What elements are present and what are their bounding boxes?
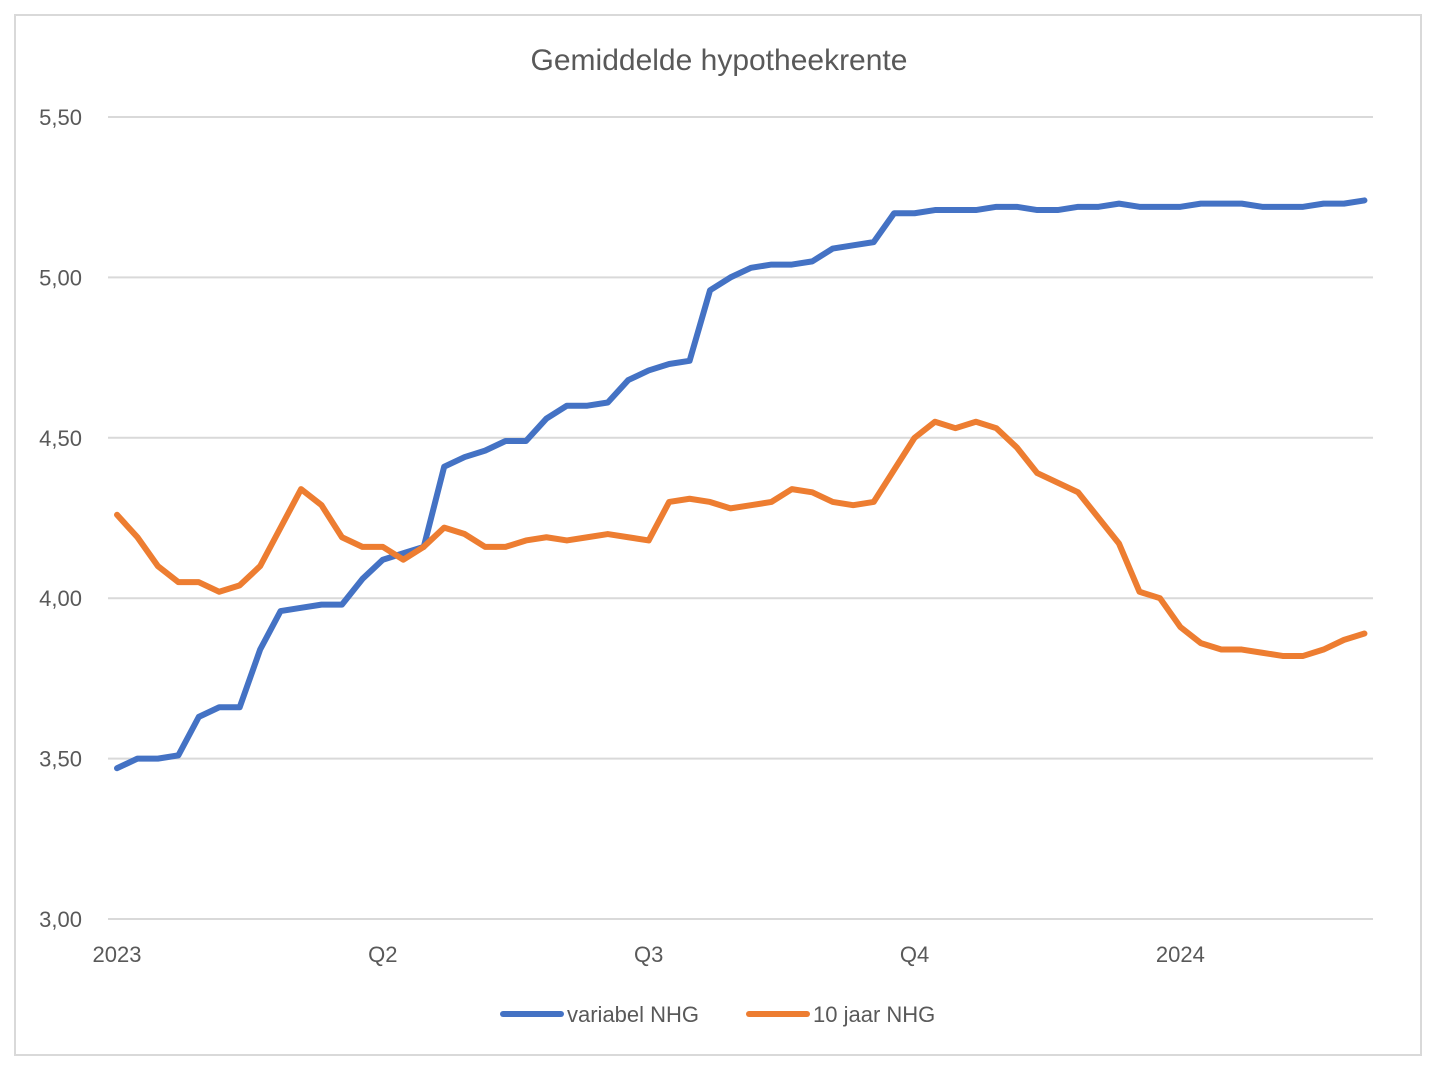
x-tick-label: Q4 (900, 942, 929, 967)
legend-label: 10 jaar NHG (813, 1002, 935, 1027)
series-layer (114, 197, 1368, 772)
y-tick-label: 3,00 (39, 907, 82, 932)
legend: variabel NHG 10 jaar NHG (500, 1002, 935, 1027)
y-tick-label: 3,50 (39, 747, 82, 772)
y-axis-ticks: 3,00 3,50 4,00 4,50 5,00 5,50 (39, 105, 82, 932)
chart-title: Gemiddelde hypotheekrente (531, 44, 908, 77)
x-tick-label: Q2 (368, 942, 397, 967)
y-tick-label: 5,00 (39, 265, 82, 290)
x-tick-label: Q3 (634, 942, 663, 967)
y-tick-label: 4,00 (39, 586, 82, 611)
series-line-variabel-nhg (114, 197, 1368, 772)
x-tick-label: 2024 (1156, 942, 1205, 967)
series-line-10-jaar-nhg (114, 418, 1368, 659)
x-tick-label: 2023 (93, 942, 142, 967)
chart-frame (14, 14, 1422, 1056)
legend-label: variabel NHG (567, 1002, 699, 1027)
x-axis-ticks: 2023 Q2 Q3 Q4 2024 (93, 942, 1205, 967)
y-tick-label: 5,50 (39, 105, 82, 130)
y-tick-label: 4,50 (39, 426, 82, 451)
grid-layer (108, 116, 1373, 920)
